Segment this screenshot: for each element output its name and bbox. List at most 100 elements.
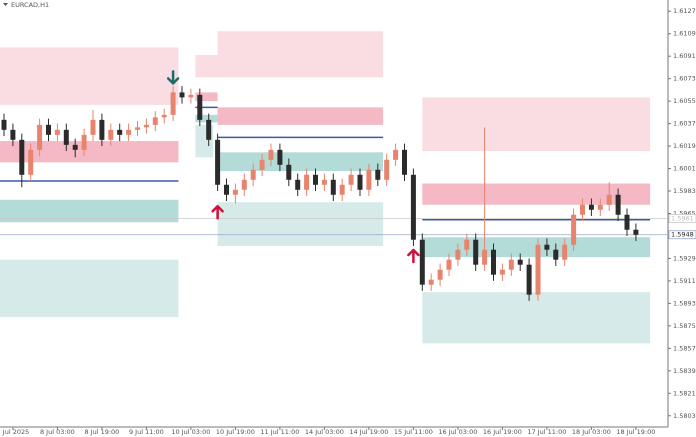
candle-body <box>615 194 621 215</box>
signal-arrow <box>166 70 180 85</box>
zone <box>195 114 218 123</box>
candle-body <box>499 269 505 275</box>
candle-body <box>419 239 425 285</box>
candle-body <box>588 204 594 210</box>
candle-body <box>1 119 7 130</box>
candle-body <box>143 124 149 128</box>
candle-body <box>54 129 60 135</box>
y-tick-label: 1.6127 <box>673 7 696 15</box>
x-tick-label: 10 Jul 19:00 <box>216 428 255 436</box>
candle-body <box>179 92 185 98</box>
x-tick-label: 18 Jul 03:00 <box>572 428 611 436</box>
x-tick-label: 15 Jul 11:00 <box>394 428 433 436</box>
x-tick-label: 10 Jul 03:00 <box>171 428 210 436</box>
candle-body <box>580 204 585 215</box>
y-tick-label: 1.5839 <box>673 367 696 375</box>
candle-body <box>99 119 105 140</box>
x-tick-label: 18 Jul 19:00 <box>616 428 655 436</box>
candle-body <box>482 249 488 265</box>
candle-body <box>366 169 372 190</box>
candle-body <box>72 144 78 150</box>
y-tick-label: 1.5875 <box>673 322 696 330</box>
y-tick-label: 1.6091 <box>673 52 696 60</box>
candle-body <box>241 179 247 190</box>
candle-body <box>152 117 158 125</box>
candle-body <box>259 159 265 170</box>
candle-body <box>571 214 577 245</box>
zone <box>422 183 651 205</box>
candle-body <box>224 184 229 195</box>
candle-body <box>491 249 496 275</box>
candle-body <box>348 174 354 185</box>
candle-body <box>544 244 550 250</box>
y-tick-label: 1.5821 <box>673 389 696 397</box>
candle-body <box>90 119 96 135</box>
candle-body <box>606 194 612 205</box>
candle-body <box>19 139 25 175</box>
candle-body <box>455 249 461 260</box>
candle-body <box>215 139 221 185</box>
x-tick-label: 11 Jul 11:00 <box>260 428 299 436</box>
price-label-box <box>668 214 696 223</box>
candle-body <box>357 174 363 190</box>
candle-body <box>161 114 167 118</box>
candle-body <box>28 149 34 175</box>
price-label: 1.5961 <box>671 214 694 222</box>
menu-triangle <box>3 3 8 6</box>
candle-body <box>410 174 416 240</box>
candle-body <box>135 127 140 130</box>
candle-body <box>393 149 399 160</box>
y-tick-label: 1.5857 <box>673 344 696 352</box>
candle-body <box>46 124 51 135</box>
y-tick-label: 1.6073 <box>673 75 696 83</box>
zone <box>195 54 218 78</box>
candle-body <box>624 214 630 230</box>
zone <box>217 31 384 78</box>
y-tick-label: 1.6019 <box>673 142 696 150</box>
candle-body <box>446 259 452 270</box>
y-tick-label: 1.5911 <box>673 277 696 285</box>
y-tick-label: 1.5929 <box>673 254 696 262</box>
y-tick-label: 1.6001 <box>673 165 696 173</box>
y-tick-label: 1.6037 <box>673 120 696 128</box>
y-tick-label: 1.6109 <box>673 30 696 38</box>
candle-body <box>126 129 132 135</box>
candle-body <box>330 179 336 195</box>
signal-arrow <box>407 248 420 264</box>
candle-body <box>81 134 87 150</box>
y-tick-label: 1.5803 <box>673 412 696 420</box>
x-tick-label: 17 Jul 11:00 <box>527 428 566 436</box>
candle-body <box>117 129 123 135</box>
candle-body <box>375 169 381 180</box>
candle-body <box>464 239 470 250</box>
x-tick-label: 9 Jul 11:00 <box>129 428 164 436</box>
candle-body <box>268 149 274 160</box>
signal-arrow <box>211 205 224 220</box>
x-tick-label: 14 Jul 19:00 <box>349 428 388 436</box>
chart-title: EURCAD,H1 <box>11 1 49 9</box>
candle-body <box>535 244 541 295</box>
candle-body <box>553 249 559 260</box>
candle-body <box>170 92 176 115</box>
candle-body <box>562 244 568 260</box>
y-tick-label: 1.5893 <box>673 299 696 307</box>
candle-body <box>508 259 514 270</box>
zone <box>217 152 384 172</box>
candle-body <box>250 169 256 180</box>
candle-body <box>428 279 434 285</box>
y-tick-label: 1.5965 <box>673 210 696 218</box>
candle-body <box>304 174 310 190</box>
x-tick-label: 8 Jul 03:00 <box>40 428 75 436</box>
candle-body <box>206 119 212 140</box>
candle-body <box>63 129 69 145</box>
price-label-box <box>668 230 696 240</box>
candle-body <box>402 149 407 175</box>
candle-body <box>197 94 203 120</box>
candle-body <box>286 164 292 180</box>
y-tick-label: 1.6055 <box>673 97 696 105</box>
candle-body <box>526 264 532 295</box>
x-tick-label: 8 Jul 19:00 <box>84 428 119 436</box>
candle-body <box>108 129 114 140</box>
candle-body <box>473 239 479 265</box>
